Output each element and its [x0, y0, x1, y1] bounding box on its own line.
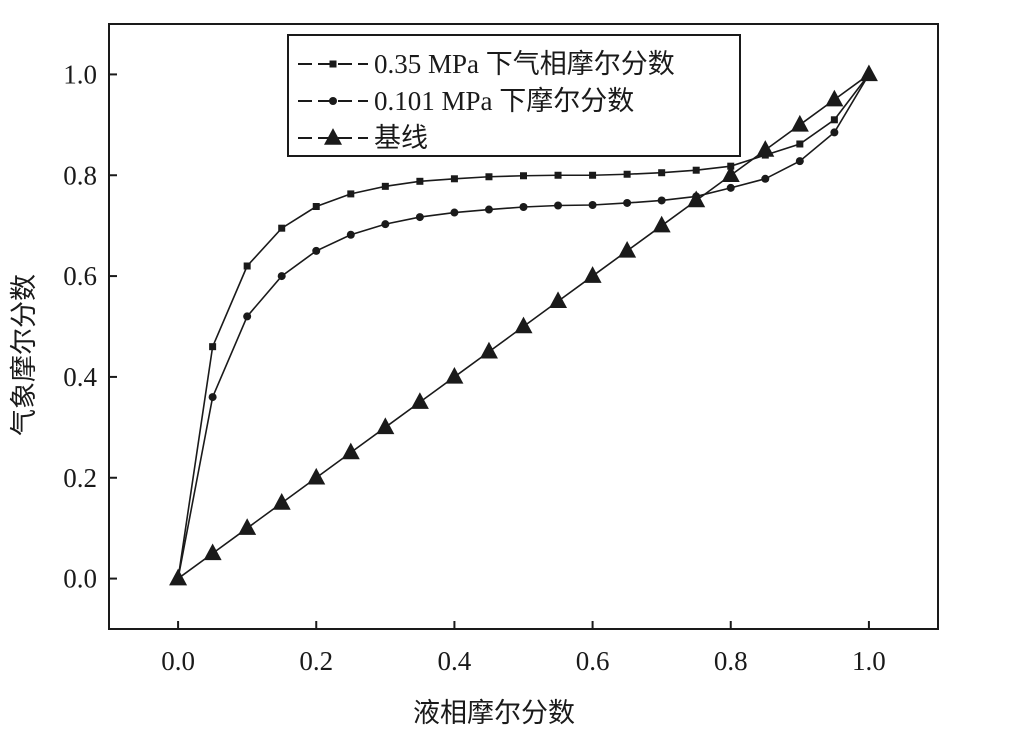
series-2-point-0 [169, 568, 188, 586]
series-2-point-6 [376, 417, 395, 435]
series-1-point-14 [657, 196, 666, 205]
y-axis-title: 气象摩尔分数 [9, 274, 40, 436]
series-2 [169, 64, 878, 586]
x-axis-title: 液相摩尔分数 [413, 698, 575, 729]
series-0-point-13 [623, 170, 631, 178]
series-0-point-1 [209, 343, 217, 351]
series-1-point-17 [761, 174, 770, 183]
series-0-point-15 [692, 166, 700, 174]
series-2-point-7 [410, 392, 429, 409]
series-1-point-5 [346, 230, 355, 239]
series-0-point-3 [278, 224, 286, 232]
series-1-point-6 [381, 220, 390, 229]
plot-frame [108, 23, 939, 630]
series-0-point-18 [796, 140, 804, 148]
series-0-point-10 [520, 172, 527, 180]
series-1-point-11 [554, 201, 563, 210]
x-tick-label-1: 0.2 [299, 646, 333, 676]
y-tick-label-3: 0.6 [63, 261, 97, 291]
series-1-point-9 [484, 205, 493, 214]
series-1-point-16 [726, 183, 735, 192]
y-tick-label-5: 1.0 [63, 59, 97, 89]
series-0-point-8 [450, 175, 458, 183]
x-tick-label-0: 0.0 [161, 646, 195, 676]
series-2-point-12 [583, 266, 602, 283]
series-1-point-12 [588, 200, 597, 209]
series-0-point-6 [381, 182, 389, 190]
legend-box [287, 34, 741, 157]
series-0-point-2 [243, 262, 251, 270]
legend-label-1: 0.101 MPa 下摩尔分数 [374, 86, 634, 116]
legend-label-2: 基线 [374, 123, 428, 153]
series-2-point-19 [825, 89, 844, 107]
series-1-point-13 [623, 198, 632, 207]
series-2-point-4 [307, 467, 326, 485]
series-2-point-20 [859, 64, 878, 82]
series-2-point-15 [687, 190, 706, 208]
series-2-point-10 [514, 316, 533, 334]
series-2-point-17 [756, 140, 775, 157]
series-1-point-2 [243, 312, 252, 321]
series-1-point-3 [277, 272, 286, 281]
series-0-point-12 [589, 171, 597, 179]
legend-marker-1 [329, 97, 337, 105]
series-2-point-2 [238, 518, 257, 535]
series-0-point-9 [485, 173, 493, 181]
legend-marker-0 [329, 60, 337, 68]
y-tick-label-2: 0.4 [63, 362, 97, 392]
legend-item-2: 基线 [298, 123, 428, 153]
legend-item-0: 0.35 MPa 下气相摩尔分数 [298, 49, 675, 79]
series-1-point-1 [208, 393, 217, 402]
series-2-point-16 [721, 165, 740, 182]
series-1-point-4 [312, 246, 321, 255]
x-tick-label-2: 0.4 [438, 646, 472, 676]
series-1-point-19 [830, 128, 839, 137]
legend-marker-2 [324, 128, 342, 145]
series-1-point-18 [795, 157, 804, 166]
x-tick-label-4: 0.8 [714, 646, 748, 676]
y-tick-label-0: 0.0 [63, 564, 97, 594]
series-1-point-10 [519, 203, 528, 212]
series-0-point-7 [416, 177, 424, 185]
series-0-point-14 [658, 169, 666, 177]
series-0-point-5 [347, 190, 355, 198]
series-0-point-4 [312, 203, 320, 211]
series-2-point-18 [790, 114, 809, 132]
y-tick-label-4: 0.8 [63, 160, 97, 190]
series-2-point-13 [618, 240, 637, 258]
series-layer [169, 64, 878, 586]
series-2-point-9 [479, 341, 498, 359]
legend-item-1: 0.101 MPa 下摩尔分数 [298, 86, 634, 116]
series-0-point-19 [830, 116, 838, 124]
axis-ticks: 0.0 0.2 0.4 0.6 0.8 1.0 0.0 0.2 0.4 0.6 0.8 1.0 [63, 59, 886, 676]
x-tick-label-3: 0.6 [576, 646, 610, 676]
series-2-point-8 [445, 367, 464, 384]
series-1-point-8 [450, 208, 459, 217]
series-2-point-5 [341, 442, 360, 460]
series-1-point-7 [415, 213, 424, 222]
series-2-point-3 [272, 493, 291, 510]
series-2-point-11 [549, 291, 568, 309]
x-tick-label-5: 1.0 [852, 646, 886, 676]
series-2-point-1 [203, 543, 222, 561]
legend-label-0: 0.35 MPa 下气相摩尔分数 [374, 49, 675, 79]
y-tick-label-1: 0.2 [63, 463, 97, 493]
series-0-point-11 [554, 171, 562, 179]
series-2-point-14 [652, 215, 671, 233]
